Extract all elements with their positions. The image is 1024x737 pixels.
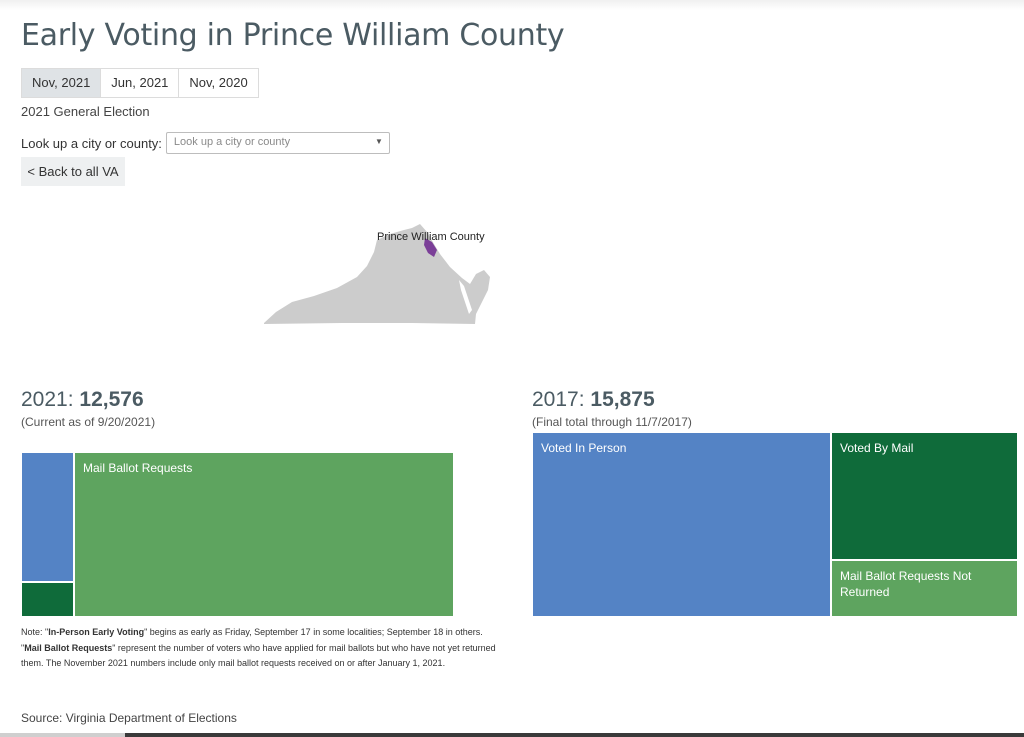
treemap-2017-in-person-label: Voted In Person xyxy=(541,441,627,455)
total-2017-note: (Final total through 11/7/2017) xyxy=(532,415,692,429)
total-2017: 2017: 15,875 xyxy=(532,388,655,412)
lookup-select[interactable]: Look up a city or county ▼ xyxy=(165,132,390,154)
chesapeake-bay xyxy=(459,280,472,314)
total-2021-year: 2021: xyxy=(21,388,74,411)
tab-nov-2021[interactable]: Nov, 2021 xyxy=(22,69,102,97)
virginia-map: Prince William County xyxy=(264,224,490,324)
prince-william-county-shape xyxy=(424,238,437,257)
total-2021: 2021: 12,576 xyxy=(21,388,144,412)
scrollbar-thumb[interactable] xyxy=(0,733,125,737)
source-credit: Source: Virginia Department of Elections xyxy=(21,711,237,725)
treemap-2017-by-mail-label: Voted By Mail xyxy=(840,441,914,455)
footnote-part-1: Note: " xyxy=(21,627,49,637)
election-name: 2021 General Election xyxy=(21,104,150,119)
treemap-2017-in-person[interactable]: Voted In Person xyxy=(532,432,831,617)
treemap-2017-mail-requests[interactable]: Mail Ballot Requests Not Returned xyxy=(831,560,1018,617)
footnote-part-2: " begins as early as Friday, September 1… xyxy=(21,627,483,653)
lookup-label: Look up a city or county: xyxy=(21,135,162,151)
back-to-all-va-button[interactable]: < Back to all VA xyxy=(21,157,125,186)
total-2021-value: 12,576 xyxy=(79,388,144,411)
map-county-label: Prince William County xyxy=(377,231,485,243)
footnote: Note: "In-Person Early Voting" begins as… xyxy=(21,625,499,672)
top-shade xyxy=(0,0,1024,10)
total-2021-note: (Current as of 9/20/2021) xyxy=(21,415,156,429)
chevron-down-icon: ▼ xyxy=(375,137,383,146)
footnote-part-3: " represent the number of voters who hav… xyxy=(21,642,496,669)
treemap-2021-in-person[interactable] xyxy=(21,452,74,582)
footnote-term-requests: Mail Ballot Requests xyxy=(24,642,113,653)
treemap-2021-mail-requests-label: Mail Ballot Requests xyxy=(83,461,193,475)
footnote-term-in-person: In-Person Early Voting xyxy=(48,627,145,637)
tab-jun-2021[interactable]: Jun, 2021 xyxy=(101,69,180,97)
horizontal-scrollbar[interactable] xyxy=(0,733,1024,737)
treemap-2017-by-mail[interactable]: Voted By Mail xyxy=(831,432,1018,560)
treemap-2021-by-mail[interactable] xyxy=(21,582,74,617)
lookup-row: Look up a city or county: Look up a city… xyxy=(21,132,390,154)
treemap-2017-mail-requests-label: Mail Ballot Requests Not Returned xyxy=(840,569,972,599)
total-2017-value: 15,875 xyxy=(590,388,655,411)
tab-nov-2020[interactable]: Nov, 2020 xyxy=(179,69,258,97)
total-2017-year: 2017: xyxy=(532,388,585,411)
page-title: Early Voting in Prince William County xyxy=(21,18,565,53)
treemap-2021-mail-requests[interactable]: Mail Ballot Requests xyxy=(74,452,454,617)
election-tabs: Nov, 2021 Jun, 2021 Nov, 2020 xyxy=(21,68,259,98)
lookup-placeholder: Look up a city or county xyxy=(173,136,291,148)
